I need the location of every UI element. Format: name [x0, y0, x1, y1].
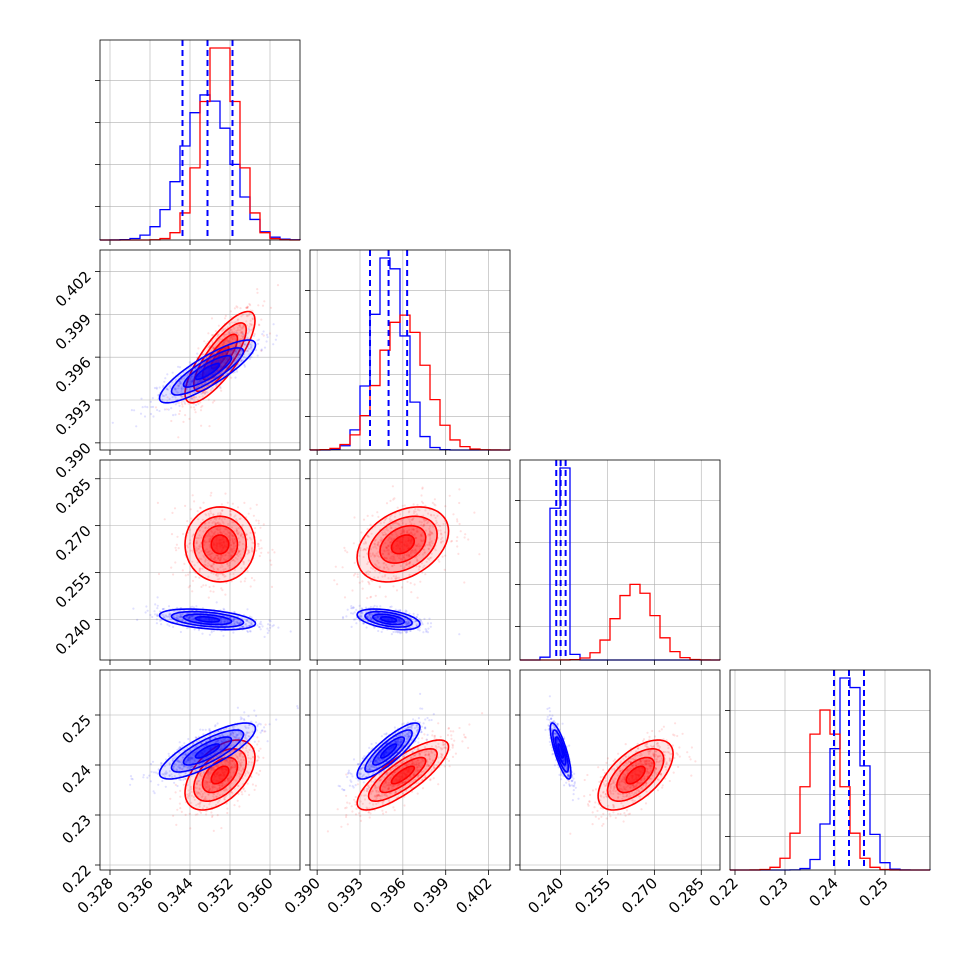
panel-frame — [99, 669, 301, 871]
panel-frame — [519, 459, 721, 661]
panel-frame — [99, 39, 301, 241]
y-tick-label: 0.240 — [52, 615, 95, 658]
panel-frame — [99, 459, 301, 661]
contour-series-0 — [557, 743, 564, 759]
y-tick-label: 0.270 — [52, 522, 95, 565]
contour-series-1 — [210, 765, 230, 785]
contour-series-0 — [379, 616, 398, 623]
x-tick-label: 0.336 — [114, 874, 157, 917]
histogram-series-0 — [520, 467, 720, 661]
y-tick-label: 0.285 — [52, 475, 95, 518]
contour-series-0 — [194, 362, 221, 381]
y-tick-label: 0.390 — [52, 439, 95, 482]
y-tick-label: 0.255 — [52, 569, 95, 612]
x-tick-label: 0.399 — [409, 874, 452, 917]
panel-frame — [99, 249, 301, 451]
panel-frame — [729, 669, 931, 871]
x-tick-label: 0.285 — [665, 874, 708, 917]
histogram-series-0 — [309, 257, 510, 451]
y-tick-label: 0.25 — [58, 711, 94, 747]
x-tick-label: 0.393 — [324, 874, 367, 917]
contour-series-1 — [625, 765, 646, 785]
panel-frame — [309, 669, 511, 871]
x-tick-label: 0.22 — [705, 874, 741, 910]
histogram-panel-2 — [515, 459, 721, 665]
contour-series-1 — [390, 534, 416, 555]
contour-series-0 — [194, 743, 221, 759]
panel-frame — [309, 459, 511, 661]
histogram-series-1 — [309, 314, 511, 451]
histogram-panel-3: 0.22 0.23 0.24 0.25 — [705, 669, 931, 910]
x-tick-label: 0.240 — [524, 874, 567, 917]
x-tick-label: 0.25 — [855, 874, 891, 910]
x-tick-label: 0.344 — [154, 874, 197, 917]
contour-series-1 — [390, 765, 416, 785]
y-tick-label: 0.23 — [58, 811, 94, 847]
y-tick-label: 0.399 — [52, 310, 95, 353]
contour-series-0 — [194, 616, 221, 623]
histogram-panel-0 — [95, 39, 301, 245]
histogram-panel-1 — [305, 249, 511, 455]
x-tick-label: 0.402 — [452, 874, 495, 917]
x-tick-label: 0.396 — [367, 874, 410, 917]
panel-frame — [309, 249, 511, 451]
y-tick-label: 0.396 — [52, 353, 95, 396]
x-tick-label: 0.360 — [234, 874, 277, 917]
scatter-panel-3-1: 0.390 0.393 0.396 0.399 0.402 — [281, 669, 511, 917]
x-tick-label: 0.23 — [755, 874, 791, 910]
scatter-panel-3-0: 0.3280.3360.3440.3520.3600.220.230.240.2… — [58, 669, 301, 917]
y-tick-label: 0.393 — [52, 396, 95, 439]
scatter-panel-2-1 — [305, 459, 511, 665]
histogram-series-0 — [730, 677, 930, 871]
x-tick-label: 0.255 — [571, 874, 614, 917]
scatter-panel-3-2: 0.240 0.255 0.270 0.285 — [515, 669, 721, 917]
x-tick-label: 0.24 — [805, 874, 841, 910]
contour-series-1 — [210, 534, 230, 555]
contour-series-0 — [379, 743, 398, 759]
panel-frame — [519, 669, 721, 871]
x-tick-label: 0.390 — [281, 874, 324, 917]
x-tick-label: 0.352 — [194, 874, 237, 917]
x-tick-label: 0.270 — [618, 874, 661, 917]
y-tick-label: 0.402 — [52, 268, 95, 311]
y-tick-label: 0.24 — [58, 761, 94, 797]
